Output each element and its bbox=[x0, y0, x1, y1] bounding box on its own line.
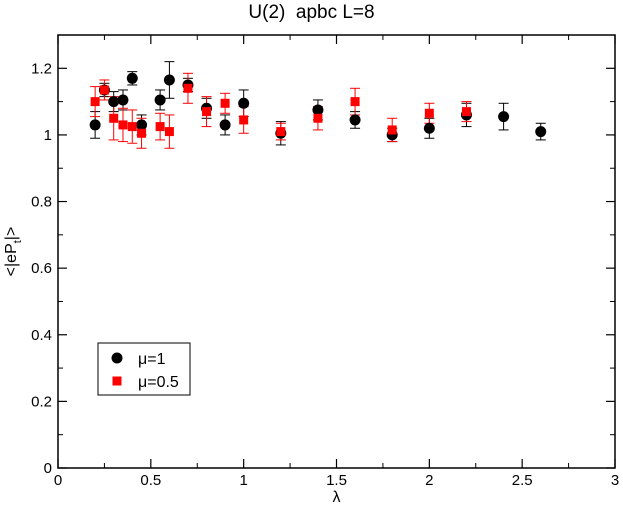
y-tick-label: 0 bbox=[44, 460, 52, 477]
data-point-circle bbox=[349, 114, 361, 126]
y-tick-label: 0.2 bbox=[31, 393, 52, 410]
data-point-square bbox=[183, 83, 193, 93]
data-point-square bbox=[137, 128, 147, 138]
data-point-square bbox=[164, 127, 174, 137]
y-axis-label-end: |> bbox=[3, 227, 20, 241]
y-tick-label: 0.8 bbox=[31, 194, 52, 211]
data-point-square bbox=[239, 115, 249, 125]
y-axis-label-sub: t bbox=[12, 240, 24, 243]
x-tick-label: 1.5 bbox=[326, 472, 347, 489]
data-point-circle bbox=[154, 94, 166, 106]
data-point-square bbox=[202, 107, 212, 117]
x-tick-label: 0.5 bbox=[140, 472, 161, 489]
data-point-circle bbox=[423, 122, 435, 134]
data-point-square bbox=[90, 97, 100, 107]
y-tick-label: 1 bbox=[44, 127, 52, 144]
data-point-circle bbox=[108, 96, 120, 108]
x-tick-label: 1 bbox=[239, 472, 247, 489]
data-point-square bbox=[118, 120, 128, 130]
data-point-square bbox=[350, 97, 360, 107]
y-tick-label: 0.4 bbox=[31, 327, 52, 344]
data-point-square bbox=[127, 122, 137, 132]
data-point-circle bbox=[535, 126, 547, 138]
data-point-square bbox=[220, 98, 230, 108]
data-point-square bbox=[424, 108, 434, 118]
data-point-circle bbox=[219, 119, 231, 131]
data-point-circle bbox=[238, 97, 250, 109]
data-point-square bbox=[99, 85, 109, 95]
legend: μ=1 μ=0.5 bbox=[97, 342, 191, 396]
y-tick-label: 1.2 bbox=[31, 60, 52, 77]
y-tick-labels: 0 0.2 0.4 0.6 0.8 1 1.2 bbox=[31, 60, 52, 477]
data-point-square bbox=[155, 122, 165, 132]
data-point-circle bbox=[126, 72, 138, 84]
x-tick-label: 3 bbox=[611, 472, 619, 489]
x-tick-label: 0 bbox=[54, 472, 62, 489]
legend-label-mu-0.5: μ=0.5 bbox=[138, 374, 179, 391]
markers-layer bbox=[89, 72, 547, 141]
legend-box bbox=[97, 342, 191, 396]
plot-frame bbox=[57, 34, 616, 469]
data-point-circle bbox=[163, 74, 175, 86]
data-point-circle bbox=[136, 119, 148, 131]
data-point-circle bbox=[312, 104, 324, 116]
data-point-square bbox=[276, 127, 286, 137]
x-tick-label: 2.5 bbox=[512, 472, 533, 489]
y-tick-label: 0.6 bbox=[31, 260, 52, 277]
x-tick-label: 2 bbox=[425, 472, 433, 489]
x-tick-labels: 0 0.5 1 1.5 2 2.5 3 bbox=[54, 472, 619, 489]
legend-marker-mu-1 bbox=[111, 352, 123, 364]
data-point-square bbox=[313, 113, 323, 123]
data-point-circle bbox=[89, 119, 101, 131]
data-point-square bbox=[109, 113, 119, 123]
legend-marker-mu-0.5 bbox=[112, 376, 122, 386]
data-point-square bbox=[387, 125, 397, 135]
data-point-circle bbox=[117, 94, 129, 106]
x-axis-label: λ bbox=[333, 489, 341, 506]
ticks-layer bbox=[57, 34, 616, 469]
y-axis-label-main: <|eP bbox=[3, 243, 20, 276]
y-axis-label: <|ePt|> bbox=[3, 227, 24, 277]
data-point-circle bbox=[498, 111, 510, 123]
data-point-square bbox=[461, 107, 471, 117]
chart-title: U(2) apbc L=8 bbox=[248, 2, 375, 23]
legend-label-mu-1: μ=1 bbox=[138, 351, 166, 368]
